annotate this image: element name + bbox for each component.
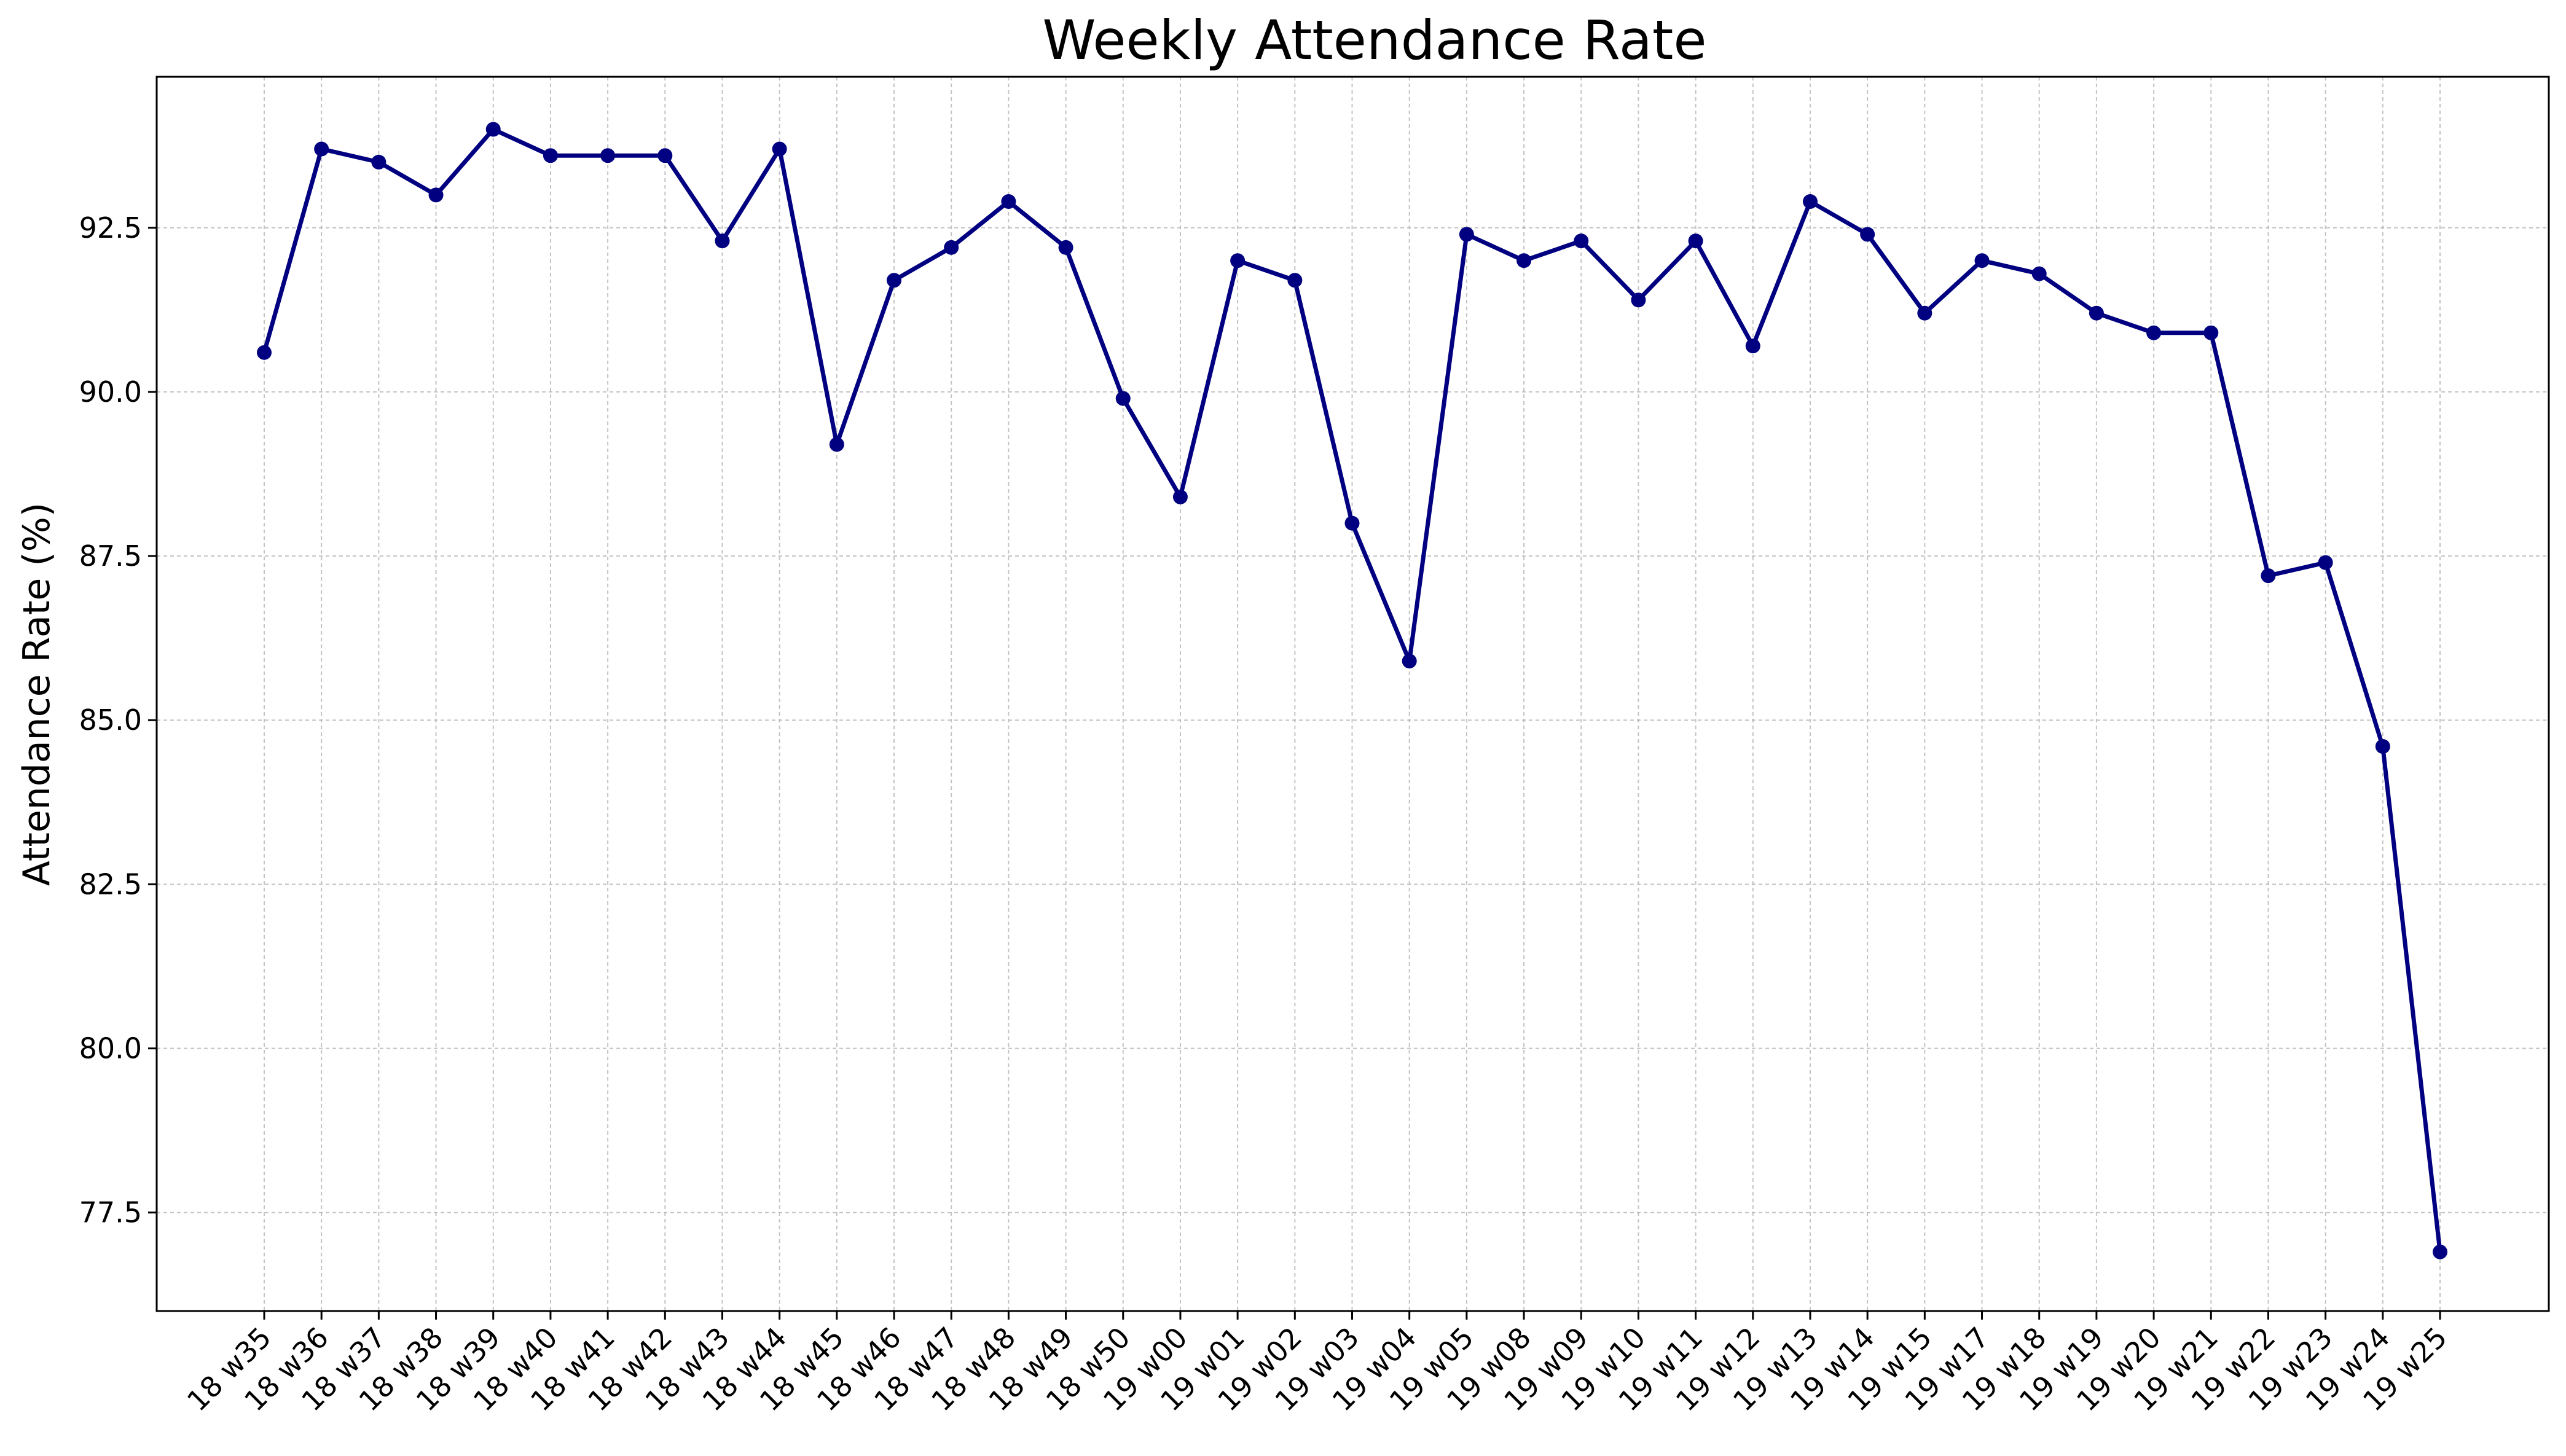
y-tick-label: 90.0 xyxy=(79,375,142,409)
data-point xyxy=(1917,305,1932,321)
data-point xyxy=(600,148,616,163)
y-tick-label: 80.0 xyxy=(79,1032,142,1065)
y-tick-label: 85.0 xyxy=(79,703,142,737)
y-axis-label: Attendance Rate (%) xyxy=(15,503,58,886)
data-point xyxy=(1001,194,1016,209)
y-tick-label: 82.5 xyxy=(79,867,142,901)
data-point xyxy=(1230,253,1246,268)
data-point xyxy=(1287,273,1303,288)
data-point xyxy=(1802,194,1818,209)
data-point xyxy=(829,437,844,452)
series-line xyxy=(262,127,2442,1254)
data-point xyxy=(1402,654,1417,669)
data-point xyxy=(371,154,386,170)
data-point xyxy=(543,148,558,163)
y-tick-label: 77.5 xyxy=(79,1196,142,1229)
data-point xyxy=(1115,391,1131,406)
data-point xyxy=(2089,305,2104,321)
data-point xyxy=(1574,233,1589,249)
data-point xyxy=(2203,325,2219,340)
data-point xyxy=(1516,253,1532,268)
series xyxy=(257,122,2447,1259)
data-point xyxy=(1631,292,1646,308)
data-point xyxy=(715,233,730,249)
data-point xyxy=(2433,1244,2447,1259)
data-point xyxy=(1688,233,1703,249)
data-point xyxy=(1974,253,1990,268)
data-point xyxy=(944,240,959,255)
data-point xyxy=(314,141,329,157)
data-point xyxy=(1860,227,1875,242)
data-point xyxy=(1058,240,1073,255)
grid xyxy=(157,77,2549,1311)
data-point xyxy=(1459,227,1474,242)
data-point xyxy=(657,148,673,163)
data-point xyxy=(1172,489,1188,504)
data-point xyxy=(1344,515,1360,531)
data-point xyxy=(2146,325,2162,340)
data-point xyxy=(257,345,272,360)
data-point xyxy=(2031,266,2047,281)
data-point xyxy=(485,122,501,137)
data-point xyxy=(887,273,902,288)
y-tick-label: 87.5 xyxy=(79,539,142,573)
data-point xyxy=(2261,568,2276,584)
data-point xyxy=(428,187,444,203)
y-tick-label: 92.5 xyxy=(79,211,142,245)
data-point xyxy=(772,141,787,157)
chart-title: Weekly Attendance Rate xyxy=(1042,9,1706,72)
data-point xyxy=(1745,339,1760,354)
data-point xyxy=(2375,738,2390,754)
data-point xyxy=(2318,555,2333,570)
